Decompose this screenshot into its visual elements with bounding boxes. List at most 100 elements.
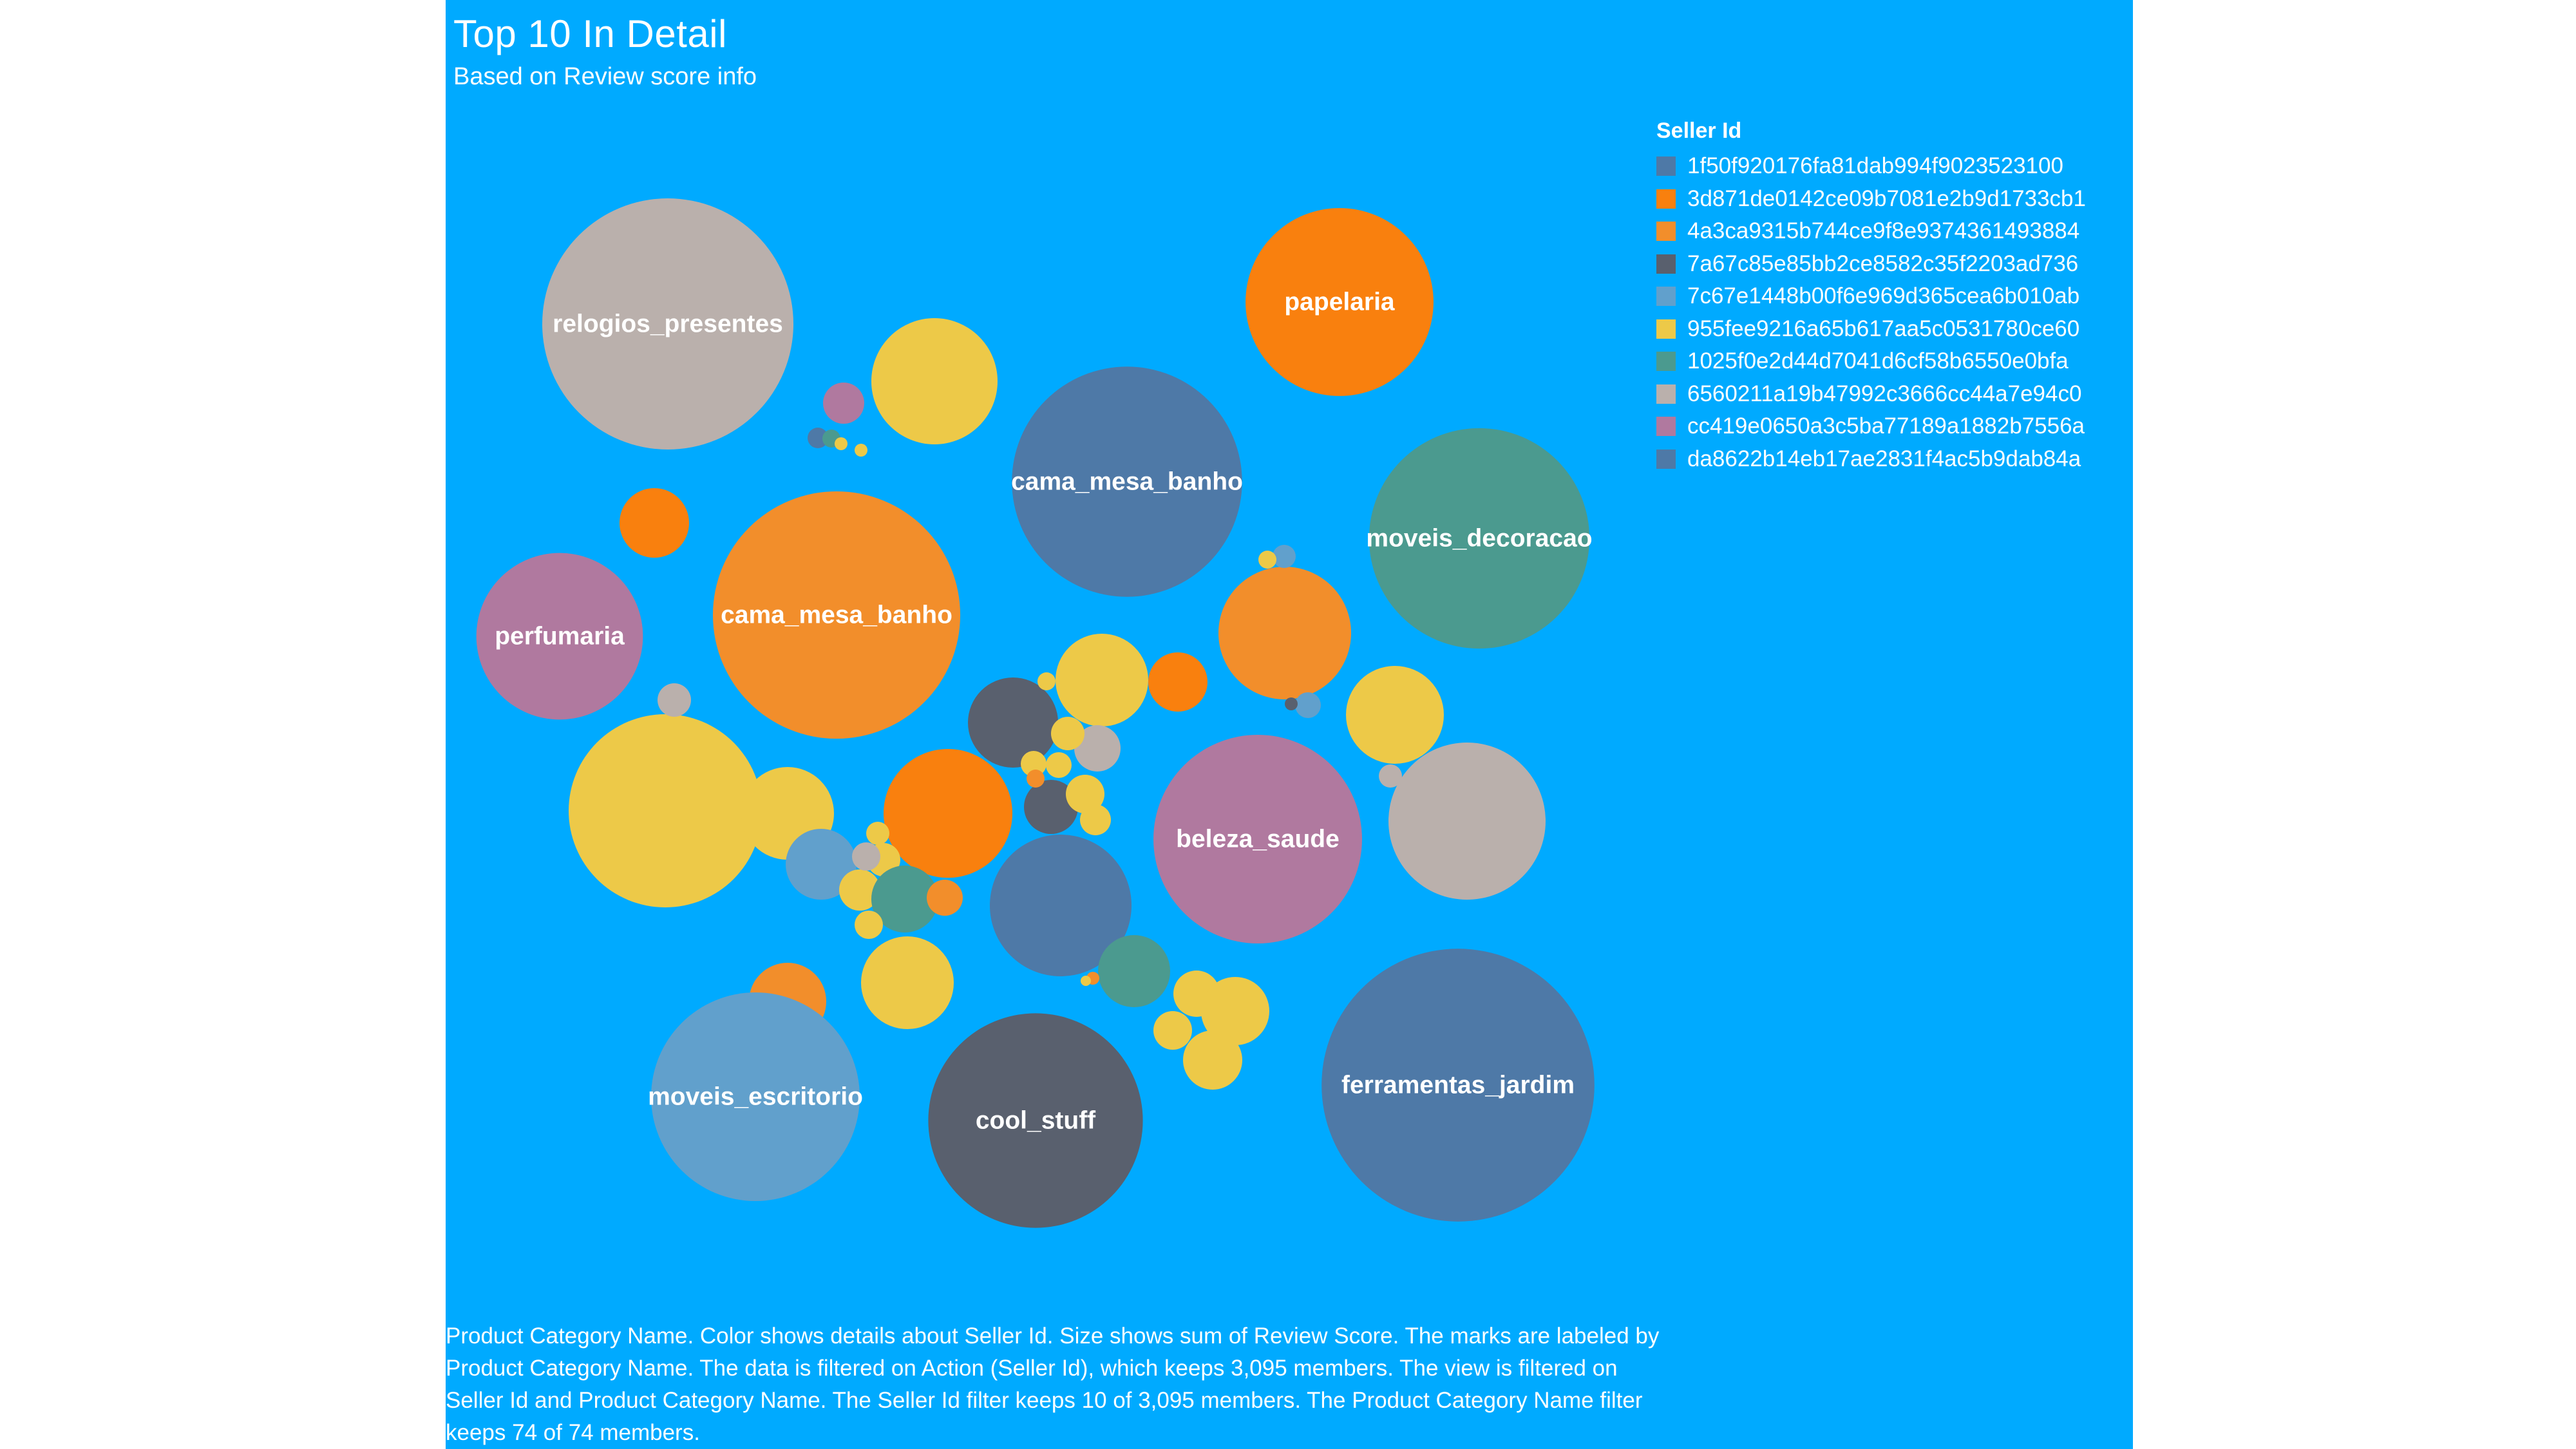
viz-panel: Top 10 In Detail Based on Review score i… — [446, 0, 2133, 1449]
chart-subtitle: Based on Review score info — [453, 63, 757, 90]
bubble-ferramentas-jardim[interactable] — [1321, 949, 1595, 1222]
bubble[interactable] — [855, 911, 883, 939]
bubble[interactable] — [871, 318, 998, 444]
legend-label: 6560211a19b47992c3666cc44a7e94c0 — [1687, 381, 2082, 406]
legend-label: 955fee9216a65b617aa5c0531780ce60 — [1687, 316, 2080, 341]
bubble-label: ferramentas_jardim — [1341, 1072, 1575, 1099]
bubble-label: perfumaria — [495, 623, 625, 650]
bubble[interactable] — [569, 714, 762, 907]
bubble-label: relogios_presentes — [553, 310, 783, 338]
bubble-label: moveis_decoracao — [1366, 525, 1592, 553]
bubble[interactable] — [1258, 551, 1276, 569]
bubble[interactable] — [786, 829, 857, 900]
bubble[interactable] — [1201, 977, 1269, 1045]
bubble-cool-stuff[interactable] — [928, 1013, 1143, 1228]
legend-swatch — [1656, 319, 1676, 339]
bubble[interactable] — [861, 936, 954, 1029]
bubble[interactable] — [884, 749, 1012, 878]
bubble-label: cama_mesa_banho — [1011, 468, 1243, 496]
bubble[interactable] — [1066, 775, 1104, 813]
legend-label: da8622b14eb17ae2831f4ac5b9dab84a — [1687, 446, 2081, 471]
bubble[interactable] — [1046, 752, 1072, 778]
bubble-label: papelaria — [1284, 289, 1395, 316]
legend-item[interactable]: 4a3ca9315b744ce9f8e9374361493884 — [1656, 215, 2086, 248]
bubble[interactable] — [835, 437, 848, 450]
bubble[interactable] — [1024, 780, 1078, 834]
bubble-papelaria[interactable] — [1245, 208, 1434, 396]
legend-title: Seller Id — [1656, 118, 1742, 143]
legend-label: 4a3ca9315b744ce9f8e9374361493884 — [1687, 218, 2080, 244]
bubble-cama-mesa-banho[interactable] — [712, 491, 961, 739]
bubble[interactable] — [1346, 666, 1444, 764]
bubble[interactable] — [1273, 545, 1296, 568]
legend-item[interactable]: 955fee9216a65b617aa5c0531780ce60 — [1656, 313, 2086, 346]
bubble[interactable] — [1056, 634, 1148, 726]
bubble[interactable] — [1027, 770, 1045, 788]
bubble[interactable] — [1098, 935, 1170, 1007]
legend-label: 1025f0e2d44d7041d6cf58b6550e0bfa — [1687, 348, 2069, 374]
bubble[interactable] — [1153, 1011, 1192, 1050]
bubble[interactable] — [1295, 692, 1321, 718]
bubble[interactable] — [823, 383, 864, 424]
legend-swatch — [1656, 417, 1676, 437]
legend-item[interactable]: da8622b14eb17ae2831f4ac5b9dab84a — [1656, 443, 2086, 476]
bubble[interactable] — [968, 677, 1058, 768]
legend-label: 3d871de0142ce09b7081e2b9d1733cb1 — [1687, 185, 2086, 211]
bubble[interactable] — [839, 869, 880, 911]
legend-item[interactable]: 3d871de0142ce09b7081e2b9d1733cb1 — [1656, 183, 2086, 216]
legend-item[interactable]: 1f50f920176fa81dab994f9023523100 — [1656, 150, 2086, 183]
bubble-moveis-escritorio[interactable] — [651, 992, 860, 1201]
legend-label: cc419e0650a3c5ba77189a1882b7556a — [1687, 413, 2085, 439]
legend-item[interactable]: 7c67e1448b00f6e969d365cea6b010ab — [1656, 280, 2086, 313]
bubble[interactable] — [1183, 1030, 1242, 1090]
bubble[interactable] — [1388, 743, 1546, 900]
bubble-cama-mesa-banho[interactable] — [1012, 366, 1242, 597]
legend-item[interactable]: 1025f0e2d44d7041d6cf58b6550e0bfa — [1656, 345, 2086, 378]
bubble-perfumaria[interactable] — [476, 553, 643, 720]
bubble[interactable] — [927, 880, 963, 916]
legend-swatch — [1656, 449, 1676, 469]
bubble-relogios-presentes[interactable] — [542, 198, 793, 450]
bubble[interactable] — [1285, 697, 1298, 710]
bubble-moveis-decoracao[interactable] — [1368, 428, 1590, 649]
chart-title: Top 10 In Detail — [453, 12, 727, 55]
legend: Seller Id 1f50f920176fa81dab994f90235231… — [1656, 118, 2086, 475]
bubble-beleza-saude[interactable] — [1153, 735, 1362, 943]
legend-item[interactable]: cc419e0650a3c5ba77189a1882b7556a — [1656, 410, 2086, 443]
legend-label: 1f50f920176fa81dab994f9023523100 — [1687, 153, 2063, 179]
bubble[interactable] — [866, 822, 889, 845]
bubble[interactable] — [852, 842, 880, 871]
legend-swatch — [1656, 352, 1676, 372]
legend-label: 7c67e1448b00f6e969d365cea6b010ab — [1687, 283, 2080, 309]
bubble[interactable] — [808, 428, 828, 448]
bubble[interactable] — [1021, 751, 1046, 777]
bubble[interactable] — [1148, 652, 1208, 712]
legend-swatch — [1656, 222, 1676, 242]
bubble-label: moveis_escritorio — [648, 1083, 863, 1111]
legend-swatch — [1656, 287, 1676, 307]
bubble[interactable] — [658, 683, 691, 717]
bubble-chart: relogios_presentes cama_mesa_banho cama_me… — [476, 198, 1595, 1228]
bubble[interactable] — [871, 866, 938, 933]
legend-item[interactable]: 6560211a19b47992c3666cc44a7e94c0 — [1656, 378, 2086, 411]
legend-swatch — [1656, 254, 1676, 274]
legend-swatch — [1656, 156, 1676, 176]
bubble[interactable] — [620, 488, 689, 558]
bubble[interactable] — [1218, 567, 1351, 699]
legend-label: 7a67c85e85bb2ce8582c35f2203ad736 — [1687, 251, 2079, 276]
bubble[interactable] — [1379, 764, 1402, 788]
bubble[interactable] — [1074, 725, 1121, 772]
legend-swatch — [1656, 384, 1676, 404]
bubble-label: cool_stuff — [976, 1107, 1096, 1135]
bubble[interactable] — [1081, 976, 1091, 986]
bubble[interactable] — [1051, 717, 1084, 750]
bubble-label: beleza_saude — [1176, 826, 1340, 853]
chart-caption: Product Category Name. Color shows detai… — [446, 1323, 1660, 1445]
bubble-label: cama_mesa_banho — [721, 601, 952, 629]
bubble[interactable] — [855, 444, 867, 457]
legend-item[interactable]: 7a67c85e85bb2ce8582c35f2203ad736 — [1656, 248, 2086, 281]
legend-swatch — [1656, 189, 1676, 209]
bubble[interactable] — [990, 835, 1132, 976]
bubble[interactable] — [1037, 672, 1056, 690]
bubble[interactable] — [1080, 804, 1111, 835]
